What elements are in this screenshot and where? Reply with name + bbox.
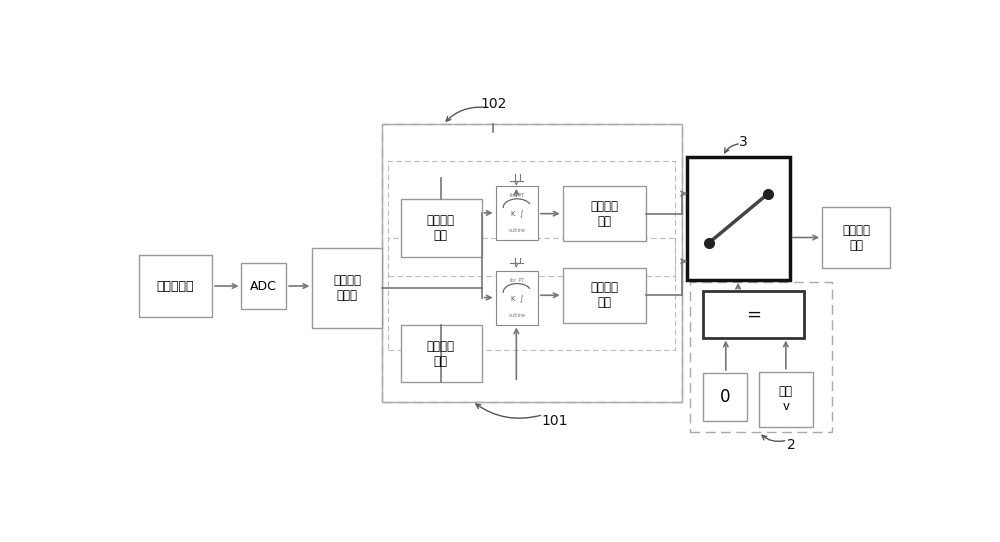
Bar <box>382 124 682 402</box>
Bar <box>703 292 804 338</box>
Bar <box>563 186 646 241</box>
Bar <box>401 199 482 257</box>
Text: outline: outline <box>509 228 526 233</box>
Bar <box>690 282 832 433</box>
Text: 车速
v: 车速 v <box>779 385 793 413</box>
Text: 第二滤波
液位: 第二滤波 液位 <box>590 199 618 228</box>
Bar <box>703 373 747 421</box>
Bar <box>388 160 675 276</box>
Text: =: = <box>746 306 761 324</box>
Bar <box>312 248 382 328</box>
Text: 3: 3 <box>739 135 748 149</box>
Bar <box>241 263 286 309</box>
Bar <box>382 124 682 402</box>
Text: 2: 2 <box>787 438 796 453</box>
Text: for_PT: for_PT <box>509 192 525 198</box>
Bar <box>759 371 813 427</box>
Text: K  ∫: K ∫ <box>511 295 523 303</box>
Text: 102: 102 <box>480 96 506 111</box>
Bar <box>563 268 646 323</box>
Text: 最终液位
信息: 最终液位 信息 <box>842 223 870 251</box>
Text: 第一滤波
液位: 第一滤波 液位 <box>590 281 618 309</box>
Text: K  ∫: K ∫ <box>511 211 523 218</box>
Text: 第二滤波
时间: 第二滤波 时间 <box>427 214 455 242</box>
Bar <box>401 325 482 382</box>
Text: for_PT: for_PT <box>509 277 525 283</box>
Text: ADC: ADC <box>250 280 277 293</box>
Text: 101: 101 <box>542 414 568 428</box>
Text: 0: 0 <box>720 388 730 406</box>
Text: 液位信息
原始值: 液位信息 原始值 <box>333 274 361 302</box>
Bar <box>496 186 538 240</box>
Text: outline: outline <box>509 313 526 318</box>
Bar <box>496 270 538 325</box>
Bar <box>139 255 212 317</box>
Text: 第一滤波
时间: 第一滤波 时间 <box>427 340 455 368</box>
Bar <box>388 238 675 350</box>
Text: 液位传感器: 液位传感器 <box>156 280 194 293</box>
Bar <box>687 157 790 280</box>
Bar <box>822 207 890 268</box>
